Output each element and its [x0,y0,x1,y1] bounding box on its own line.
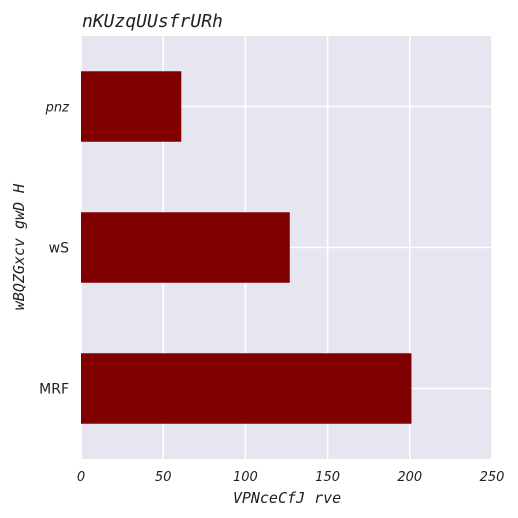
chart-title: nKUzqUUsfrURh [82,11,223,32]
bar-ws [81,212,290,283]
bar-mrf [81,353,412,424]
x-tick-label: 100 [233,470,258,485]
x-tick-label: 50 [155,470,172,485]
y-tick-label: pnz [45,101,70,116]
x-tick-label: 250 [480,470,505,485]
y-tick-label: MRF [39,382,69,398]
x-tick-label: 0 [77,470,85,485]
y-tick-label: wS [49,241,69,257]
x-axis-ticks: 0 50 100 150 200 250 [77,470,505,485]
x-tick-label: 150 [315,470,340,485]
x-axis-title: VPNceCfJ rve [233,489,341,507]
bar-pnz [81,71,182,142]
bars [81,71,412,424]
y-axis-title: wBQZGxcv gwD H [10,183,28,310]
x-tick-label: 200 [397,470,422,485]
y-axis-ticks: pnz wS MRF [39,101,70,398]
